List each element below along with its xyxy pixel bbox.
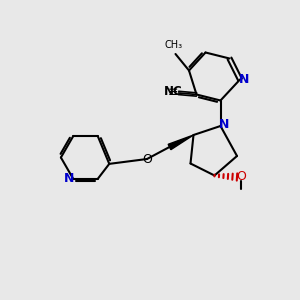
Text: CH₃: CH₃ bbox=[165, 40, 183, 50]
Text: O: O bbox=[142, 153, 152, 166]
Text: C: C bbox=[173, 85, 182, 98]
Polygon shape bbox=[168, 135, 194, 150]
Text: ≡: ≡ bbox=[168, 85, 178, 98]
Text: O: O bbox=[236, 170, 246, 184]
Text: N: N bbox=[219, 118, 230, 131]
Text: N: N bbox=[164, 85, 174, 98]
Text: N: N bbox=[238, 73, 249, 86]
Text: N: N bbox=[64, 172, 74, 185]
